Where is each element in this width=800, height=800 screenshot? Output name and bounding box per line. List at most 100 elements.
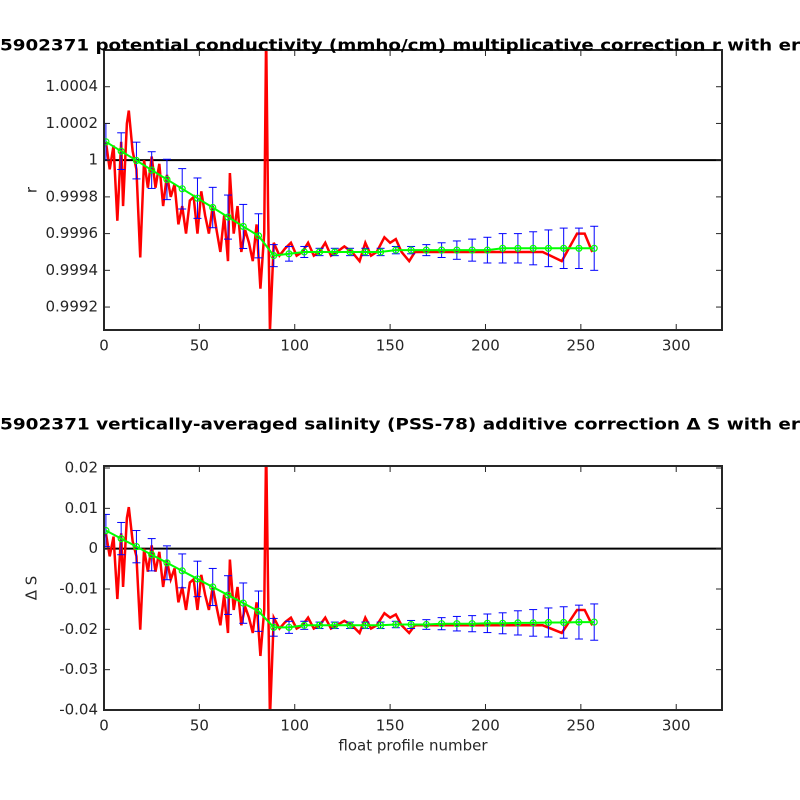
y-tick-label: 0.9996 bbox=[46, 224, 99, 242]
x-tick-label: 250 bbox=[567, 337, 596, 355]
fit-marker bbox=[544, 244, 553, 252]
fit-marker bbox=[575, 244, 583, 252]
fit-line bbox=[105, 140, 595, 257]
y-tick-label: 0.9992 bbox=[46, 298, 99, 316]
axes-box bbox=[103, 49, 723, 331]
x-tick-label: 0 bbox=[99, 337, 109, 355]
y-tick-label: -0.03 bbox=[59, 660, 98, 678]
x-tick-label: 300 bbox=[662, 717, 691, 735]
fit-marker bbox=[270, 252, 278, 260]
fit-marker bbox=[163, 175, 171, 184]
y-tick-label: 1 bbox=[88, 151, 98, 169]
fit-marker bbox=[483, 246, 491, 254]
x-tick-label: 200 bbox=[471, 337, 500, 355]
fit-marker bbox=[224, 591, 232, 599]
y-tick-label: 0.9994 bbox=[46, 261, 99, 279]
fit-line bbox=[105, 529, 595, 629]
fit-marker bbox=[560, 244, 568, 252]
plot-content bbox=[104, 50, 722, 330]
fit-marker bbox=[178, 567, 186, 575]
fit-marker bbox=[300, 248, 308, 256]
fit-marker bbox=[148, 551, 156, 559]
fit-marker bbox=[148, 166, 156, 174]
y-axis-label: r bbox=[23, 186, 41, 193]
fit-marker bbox=[270, 623, 278, 631]
fit-marker bbox=[193, 194, 202, 202]
fit-marker bbox=[117, 534, 125, 543]
x-tick-label: 300 bbox=[662, 337, 691, 355]
chart-title: 5902371 vertically-averaged salinity (PS… bbox=[0, 415, 800, 434]
fit-marker bbox=[346, 621, 354, 629]
fit-marker bbox=[376, 248, 385, 256]
fit-marker bbox=[422, 246, 430, 254]
fit-marker bbox=[453, 620, 461, 628]
fit-marker bbox=[117, 147, 125, 155]
fit-marker bbox=[590, 618, 598, 626]
fit-marker bbox=[438, 246, 446, 254]
fit-marker bbox=[575, 618, 583, 626]
x-tick-label: 200 bbox=[471, 717, 500, 735]
x-tick-label: 150 bbox=[376, 717, 405, 735]
error-bar bbox=[590, 225, 599, 271]
x-tick-label: 50 bbox=[190, 337, 209, 355]
y-axis-label: Δ S bbox=[23, 576, 41, 601]
fit-marker bbox=[514, 244, 522, 252]
error-bar bbox=[590, 603, 599, 641]
fit-marker bbox=[254, 232, 263, 240]
fit-marker bbox=[104, 138, 110, 146]
fit-marker bbox=[499, 619, 507, 627]
fit-marker bbox=[453, 246, 461, 254]
fit-marker bbox=[193, 575, 202, 583]
x-tick-label: 0 bbox=[99, 717, 109, 735]
fit-marker bbox=[529, 244, 537, 252]
fit-marker bbox=[392, 620, 400, 629]
fit-marker bbox=[590, 244, 598, 252]
fit-marker bbox=[468, 246, 476, 254]
y-tick-label: 0.02 bbox=[65, 459, 98, 477]
plot-content bbox=[104, 466, 722, 710]
chart-title: 5902371 potential conductivity (mmho/cm)… bbox=[0, 36, 800, 55]
y-tick-label: 1.0004 bbox=[46, 77, 99, 95]
fit-marker bbox=[499, 244, 507, 252]
fit-marker bbox=[346, 248, 354, 256]
fit-marker bbox=[239, 222, 247, 231]
fit-marker bbox=[163, 559, 171, 567]
fit-marker bbox=[209, 583, 217, 591]
fit-marker bbox=[315, 621, 324, 629]
axes-box bbox=[103, 465, 723, 711]
fit-marker bbox=[392, 246, 400, 254]
fit-marker bbox=[285, 623, 293, 631]
fit-marker bbox=[254, 607, 263, 615]
y-tick-label: -0.04 bbox=[59, 701, 98, 719]
fit-marker bbox=[132, 543, 141, 551]
fit-marker bbox=[376, 621, 385, 629]
fit-marker bbox=[285, 250, 293, 258]
fit-marker bbox=[514, 619, 522, 627]
error-bar bbox=[104, 513, 110, 548]
fit-marker bbox=[224, 213, 232, 221]
fit-marker bbox=[104, 526, 110, 535]
fit-marker bbox=[239, 599, 247, 607]
y-tick-label: 1.0002 bbox=[46, 114, 99, 132]
fit-marker bbox=[407, 246, 415, 254]
plot-area bbox=[104, 50, 722, 330]
fit-marker bbox=[361, 621, 369, 629]
fit-marker bbox=[422, 620, 430, 629]
fit-marker bbox=[407, 620, 415, 629]
fit-marker bbox=[331, 621, 339, 629]
x-tick-label: 50 bbox=[190, 717, 209, 735]
fit-marker bbox=[544, 618, 553, 627]
fit-marker bbox=[529, 619, 537, 627]
x-tick-label: 100 bbox=[280, 717, 309, 735]
y-tick-label: 0 bbox=[88, 539, 98, 557]
subplot: -0.04 -0.03 -0.02 -0.01 0 0.01 0.02 0 50 100 150 20… bbox=[0, 415, 800, 755]
fit-marker bbox=[132, 156, 141, 165]
plot-area bbox=[104, 466, 722, 710]
subplot: 0.9992 0.9994 0.9996 0.9998 1 1.0002 1.0004 0 50… bbox=[0, 36, 800, 355]
fit-marker bbox=[315, 248, 324, 256]
y-tick-label: 0.01 bbox=[65, 499, 98, 517]
x-tick-label: 150 bbox=[376, 337, 405, 355]
x-tick-label: 100 bbox=[280, 337, 309, 355]
fit-marker bbox=[331, 248, 339, 256]
fit-marker bbox=[361, 248, 369, 256]
